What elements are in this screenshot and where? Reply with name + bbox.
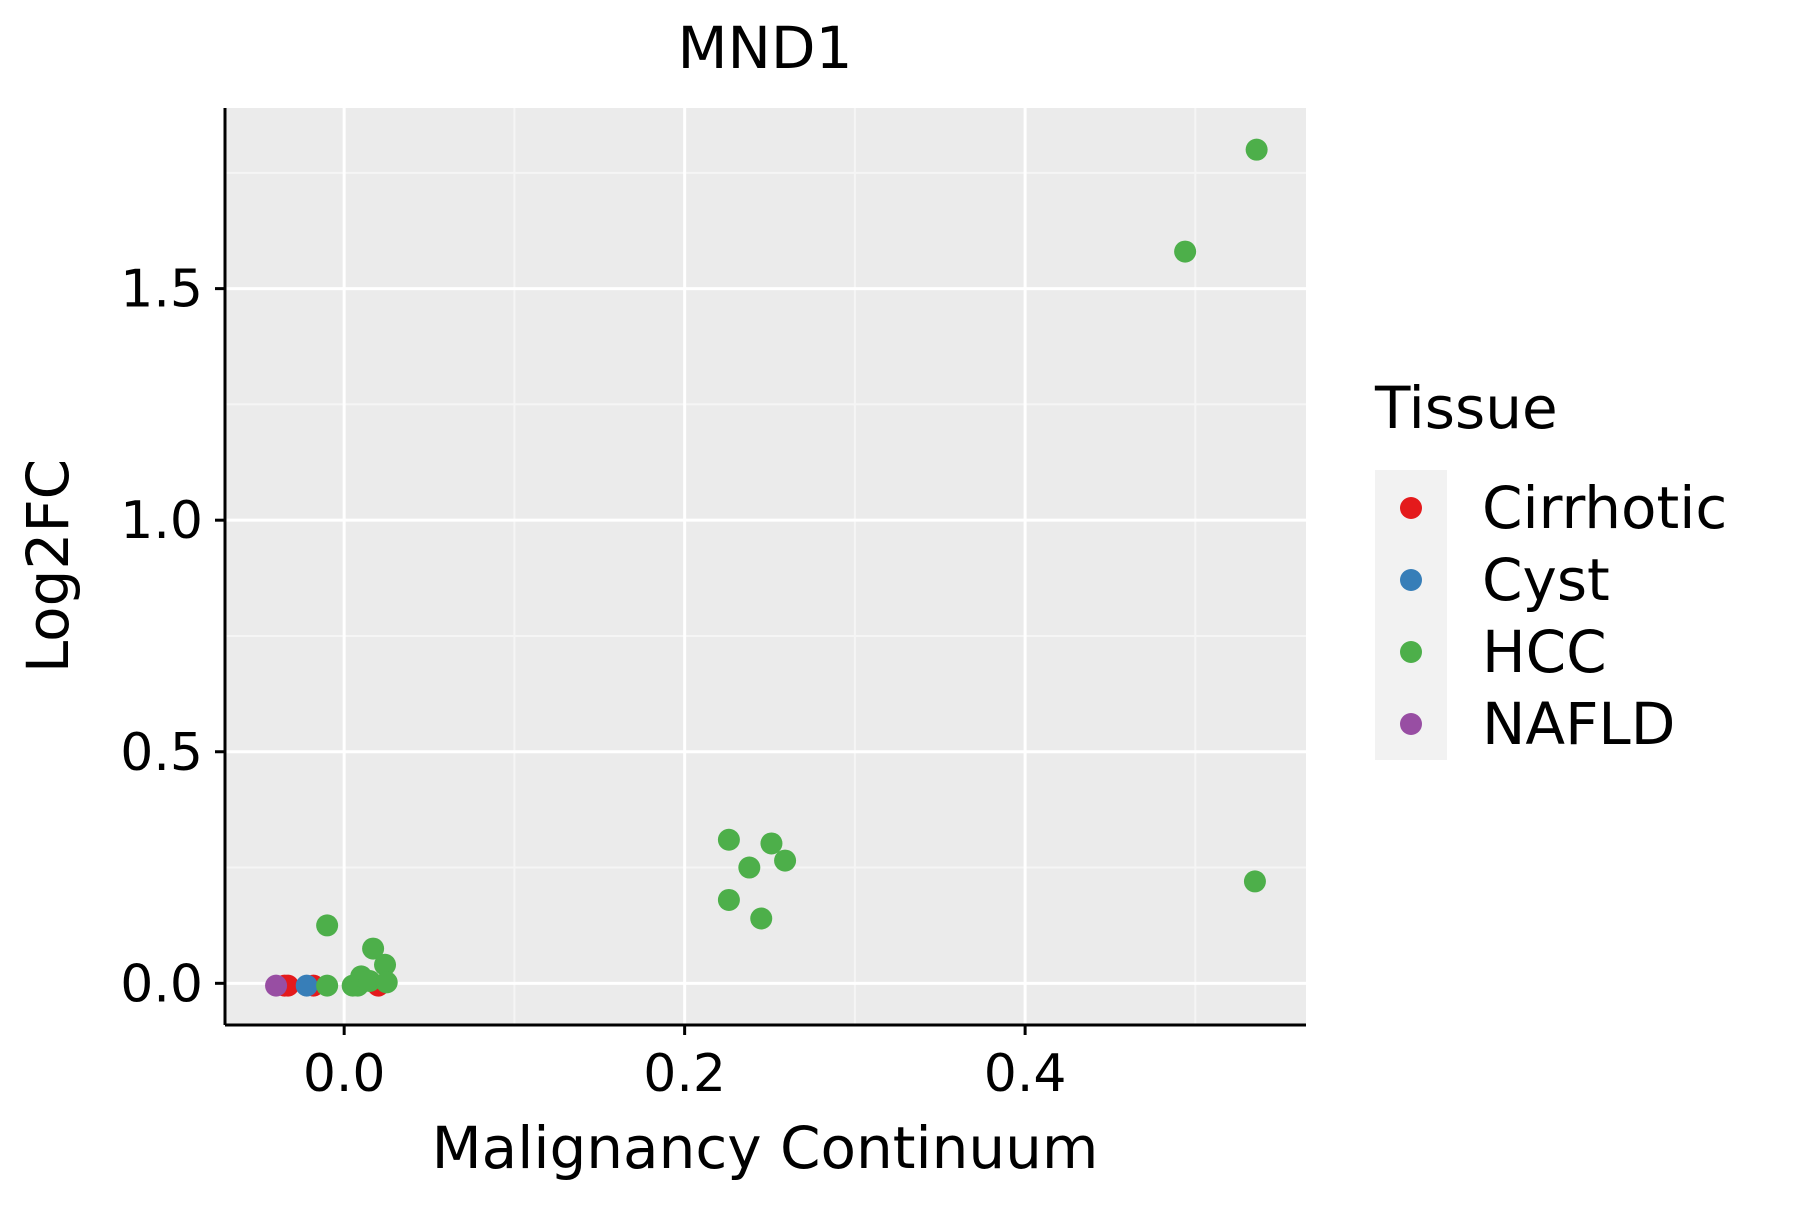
x-tick-label: 0.0 <box>303 1044 386 1104</box>
point-hcc <box>1174 240 1197 263</box>
legend-key-cyst <box>1400 569 1422 591</box>
point-hcc <box>375 971 398 994</box>
y-tick-label: 1.5 <box>120 260 203 320</box>
legend-label-cyst: Cyst <box>1482 546 1610 614</box>
axes: 0.0 0.2 0.4 0.0 0.5 1.0 1.5 <box>120 108 1306 1104</box>
point-hcc <box>717 828 740 851</box>
y-tick-label: 1.0 <box>120 491 203 551</box>
legend-key-nafld <box>1400 713 1422 735</box>
point-hcc <box>316 974 339 997</box>
grid-lines <box>225 108 1306 1025</box>
legend-title: Tissue <box>1374 374 1558 442</box>
point-hcc <box>1243 870 1266 893</box>
point-hcc <box>1245 138 1268 161</box>
legend-label-cirrhotic: Cirrhotic <box>1482 474 1727 542</box>
point-hcc <box>717 888 740 911</box>
x-tick-label: 0.2 <box>643 1044 726 1104</box>
point-hcc <box>738 856 761 879</box>
legend-key-hcc <box>1400 641 1422 663</box>
x-tick-label: 0.4 <box>984 1044 1067 1104</box>
point-hcc <box>774 849 797 872</box>
point-hcc <box>750 907 773 930</box>
point-cyst <box>295 974 318 997</box>
y-axis-title: Log2FC <box>14 459 82 673</box>
y-tick-label: 0.5 <box>120 723 203 783</box>
point-hcc <box>760 832 783 855</box>
legend-key-cirrhotic <box>1400 497 1422 519</box>
point-nafld <box>265 974 288 997</box>
y-tick-label: 0.0 <box>120 954 203 1014</box>
data-points <box>265 138 1268 997</box>
x-axis-title: Malignancy Continuum <box>432 1114 1099 1182</box>
legend-label-hcc: HCC <box>1482 618 1607 686</box>
point-hcc <box>374 953 397 976</box>
chart-title: MND1 <box>678 14 853 82</box>
point-hcc <box>362 937 385 960</box>
point-hcc <box>358 970 381 993</box>
point-hcc <box>316 914 339 937</box>
plot-panel <box>225 108 1306 1025</box>
legend-label-nafld: NAFLD <box>1482 690 1675 758</box>
